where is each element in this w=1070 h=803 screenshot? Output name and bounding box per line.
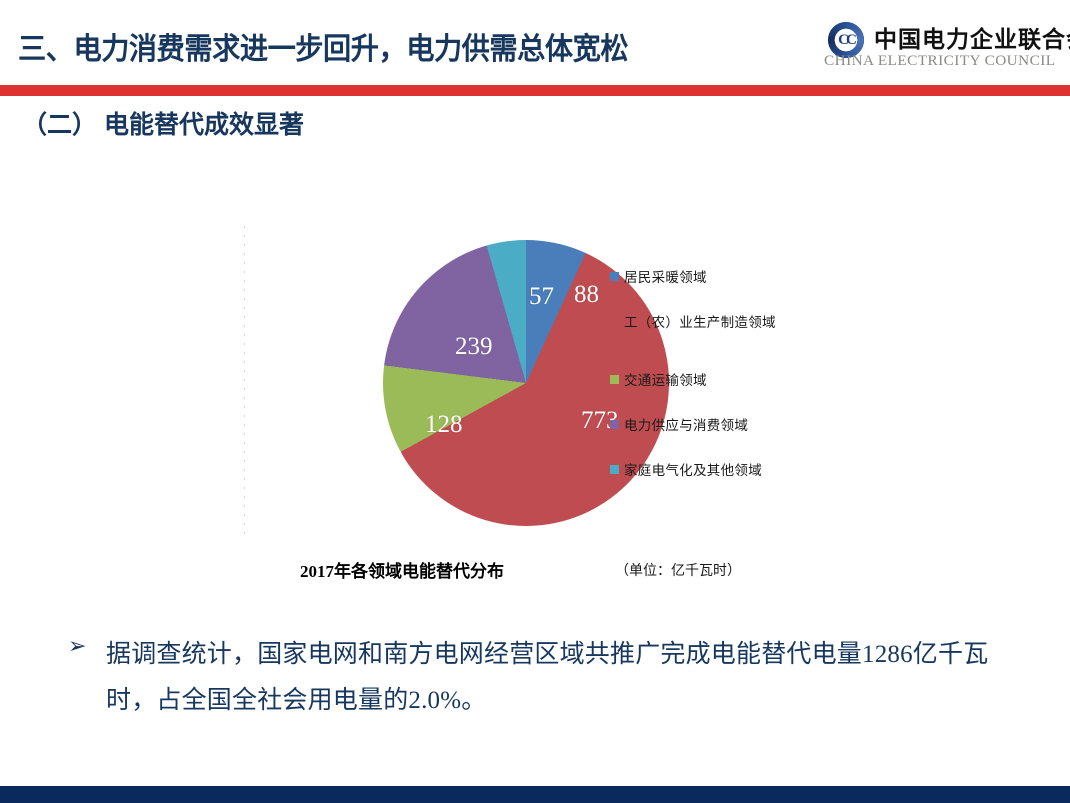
body-bullet: ➢ 据调查统计，国家电网和南方电网经营区域共推广完成电能替代电量1286亿千瓦时… — [68, 632, 1008, 725]
legend-swatch-icon — [610, 465, 619, 474]
pie-chart: 88 773 128 239 57 居民采暖领域 工（农）业生产制造领域 交通运… — [240, 222, 800, 542]
emblem-ring — [828, 22, 864, 58]
legend-label: 电力供应与消费领域 — [624, 418, 749, 433]
chart-legend: 居民采暖领域 工（农）业生产制造领域 交通运输领域 电力供应与消费领域 家庭电气… — [610, 268, 800, 506]
brand-name-cn: 中国电力企业联合会 — [874, 26, 1070, 52]
brand-name-en: CHINA ELECTRICITY COUNCIL — [824, 53, 1056, 69]
legend-item: 居民采暖领域 — [610, 268, 800, 313]
bullet-arrow-icon: ➢ — [68, 634, 87, 659]
chart-unit-note: （单位：亿千瓦时） — [615, 564, 741, 579]
plot-area-border — [244, 226, 245, 538]
legend-label: 工（农）业生产制造领域 — [624, 315, 776, 330]
section-subtitle: （二） 电能替代成效显著 — [22, 111, 304, 139]
legend-swatch-icon — [610, 375, 619, 384]
legend-item: 交通运输领域 — [610, 371, 800, 416]
legend-item: 电力供应与消费领域 — [610, 416, 800, 461]
cec-emblem-icon: CC — [828, 22, 864, 58]
pie-graphic: 88 773 128 239 57 — [383, 240, 669, 526]
slide-header: 三、电力消费需求进一步回升，电力供需总体宽松 CC 中国电力企业联合会 CHIN… — [0, 0, 1070, 86]
page-title: 三、电力消费需求进一步回升，电力供需总体宽松 — [18, 33, 629, 66]
header-divider — [0, 85, 1070, 96]
legend-swatch-icon — [610, 272, 619, 281]
pie-disc — [383, 240, 669, 526]
legend-item: 工（农）业生产制造领域 — [610, 313, 800, 371]
pie-label-3: 128 — [425, 411, 463, 438]
legend-swatch-icon — [610, 317, 619, 326]
chart-title: 2017年各领域电能替代分布 — [300, 562, 504, 581]
emblem-monogram: CC — [838, 31, 857, 48]
pie-label-4: 239 — [455, 333, 493, 360]
brand-logo: CC 中国电力企业联合会 CHINA ELECTRICITY COUNCIL — [822, 20, 1070, 80]
legend-item: 家庭电气化及其他领域 — [610, 461, 800, 506]
legend-label: 居民采暖领域 — [624, 270, 707, 285]
body-text: 据调查统计，国家电网和南方电网经营区域共推广完成电能替代电量1286亿千瓦时，占… — [106, 641, 989, 715]
pie-label-5: 57 — [529, 283, 554, 310]
legend-label: 家庭电气化及其他领域 — [624, 463, 762, 478]
legend-label: 交通运输领域 — [624, 373, 707, 388]
pie-label-1: 88 — [574, 281, 599, 308]
footer-bar — [0, 786, 1070, 803]
legend-swatch-icon — [610, 420, 619, 429]
